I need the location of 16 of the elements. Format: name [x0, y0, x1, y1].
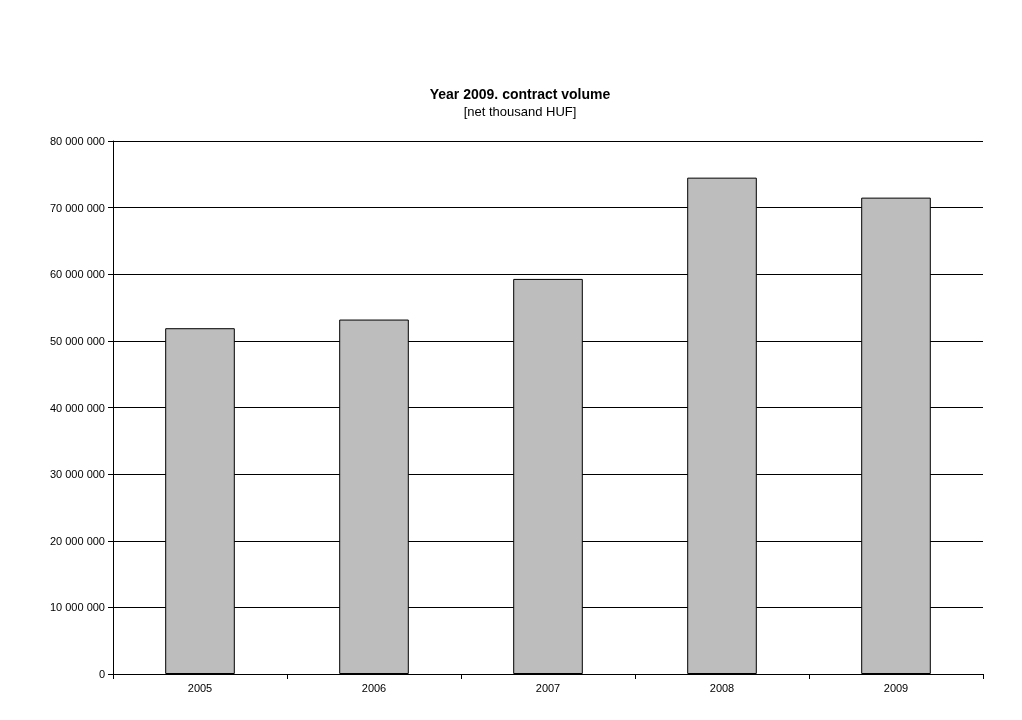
y-tick-label: 10 000 000 [49, 601, 105, 614]
x-tick-label: 2005 [187, 681, 213, 694]
y-tick-label: 0 [98, 668, 105, 680]
x-tick-label: 2007 [535, 681, 561, 694]
y-tick-label: 60 000 000 [49, 268, 105, 281]
chart-title: Year 2009. contract volume [429, 86, 611, 102]
y-tick-label: 70 000 000 [49, 201, 105, 214]
y-tick-label: 40 000 000 [49, 401, 105, 414]
x-tick-label: 2009 [883, 681, 909, 694]
y-tick-label: 20 000 000 [49, 534, 105, 547]
chart-subtitle: [net thousand HUF] [463, 104, 577, 119]
y-tick-label: 50 000 000 [49, 334, 105, 347]
y-tick-label: 80 000 000 [49, 135, 105, 147]
x-tick-label: 2006 [361, 681, 387, 694]
x-tick-label: 2008 [709, 681, 735, 694]
y-tick-label: 30 000 000 [49, 468, 105, 481]
